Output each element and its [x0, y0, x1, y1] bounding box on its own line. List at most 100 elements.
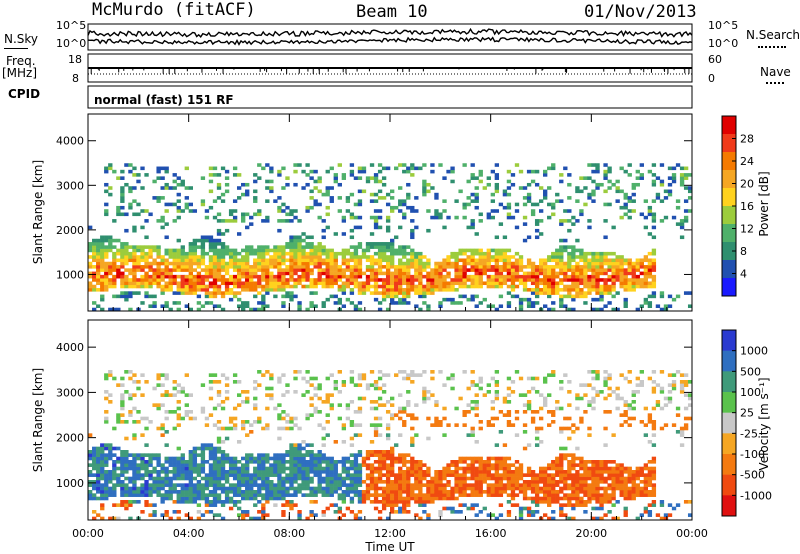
velocity-cell — [510, 496, 516, 501]
velocity-cell — [305, 473, 310, 477]
velocity-cell — [563, 470, 568, 474]
velocity-cell — [200, 513, 206, 517]
velocity-cell — [575, 406, 580, 411]
power-cell — [241, 182, 246, 187]
velocity-cell — [192, 490, 198, 494]
power-cell — [192, 284, 198, 289]
velocity-cell — [216, 420, 222, 424]
power-cell — [394, 288, 399, 292]
velocity-cell — [498, 483, 504, 487]
velocity-cell — [369, 493, 375, 497]
power-cell — [446, 265, 451, 269]
power-cell — [647, 265, 653, 269]
power-cell — [140, 281, 145, 286]
velocity-cell — [615, 516, 620, 521]
velocity-cell — [313, 486, 318, 491]
velocity-cell — [325, 480, 330, 484]
power-cell — [124, 251, 129, 256]
velocity-cell — [188, 466, 193, 471]
velocity-cell — [148, 513, 153, 517]
power-cell — [639, 261, 644, 266]
power-cell — [164, 182, 169, 187]
velocity-cell — [555, 463, 560, 467]
power-cell — [196, 274, 202, 279]
power-cell — [595, 258, 600, 263]
power-cell — [245, 281, 250, 286]
power-cell — [297, 235, 302, 240]
power-cell — [281, 219, 286, 223]
power-cell — [490, 248, 495, 253]
velocity-cell — [623, 510, 628, 514]
velocity-cell — [212, 500, 218, 504]
power-cell — [140, 268, 145, 272]
power-cell — [236, 268, 242, 272]
power-cell — [583, 176, 588, 180]
power-cell — [216, 261, 222, 266]
power-cell — [418, 166, 423, 171]
power-cell — [305, 261, 310, 266]
velocity-cell — [277, 496, 282, 501]
velocity-cell — [104, 410, 109, 414]
power-cell — [381, 166, 387, 171]
velocity-cell — [454, 490, 459, 494]
power-cell — [406, 258, 411, 263]
velocity-cell — [434, 476, 439, 481]
velocity-cell — [88, 480, 93, 484]
velocity-cell — [337, 460, 342, 464]
velocity-cell — [257, 466, 262, 471]
power-cell — [651, 215, 657, 220]
velocity-cell — [450, 460, 455, 464]
velocity-cell — [422, 473, 427, 477]
power-cell — [265, 199, 270, 203]
power-cell — [555, 261, 560, 266]
power-cell — [522, 271, 528, 276]
velocity-cell — [458, 493, 463, 497]
power-cell — [679, 225, 685, 230]
power-cell — [543, 271, 548, 276]
power-cell — [474, 186, 479, 190]
velocity-cell — [595, 466, 600, 471]
velocity-cell — [410, 490, 415, 494]
power-cell — [212, 291, 218, 295]
velocity-cell — [228, 466, 234, 471]
power-cell — [559, 255, 564, 259]
power-cell — [176, 215, 181, 220]
power-cell — [112, 281, 117, 286]
velocity-cell — [369, 463, 375, 467]
power-cell — [200, 281, 206, 286]
power-cell — [160, 176, 165, 180]
velocity-cell — [305, 476, 310, 481]
velocity-cell — [402, 463, 407, 467]
velocity-cell — [265, 406, 270, 411]
velocity-cell — [506, 493, 512, 497]
velocity-cell — [116, 480, 121, 484]
velocity-cell — [112, 460, 117, 464]
power-cell — [651, 281, 657, 286]
velocity-cell — [599, 466, 604, 471]
power-cell — [611, 261, 616, 266]
power-cell — [579, 251, 584, 256]
velocity-cell — [611, 390, 616, 394]
power-cell — [563, 248, 568, 253]
power-cell — [357, 301, 363, 305]
power-cell — [434, 265, 439, 269]
power-cell — [466, 261, 471, 266]
velocity-cell — [100, 450, 105, 454]
velocity-cell — [269, 376, 274, 381]
velocity-cell — [611, 496, 616, 501]
power-cell — [547, 186, 552, 190]
velocity-cell — [365, 490, 371, 494]
velocity-cell — [450, 506, 455, 511]
power-cell — [474, 192, 479, 197]
velocity-cell — [377, 510, 383, 514]
power-cell — [188, 278, 193, 282]
power-cell — [627, 258, 632, 263]
power-cell — [474, 278, 479, 282]
velocity-cell — [454, 460, 459, 464]
velocity-cell — [265, 470, 270, 474]
power-cell — [232, 173, 238, 177]
velocity-cell — [373, 500, 379, 504]
power-cell — [635, 307, 640, 312]
power-cell — [148, 251, 153, 256]
power-cell — [571, 274, 576, 279]
